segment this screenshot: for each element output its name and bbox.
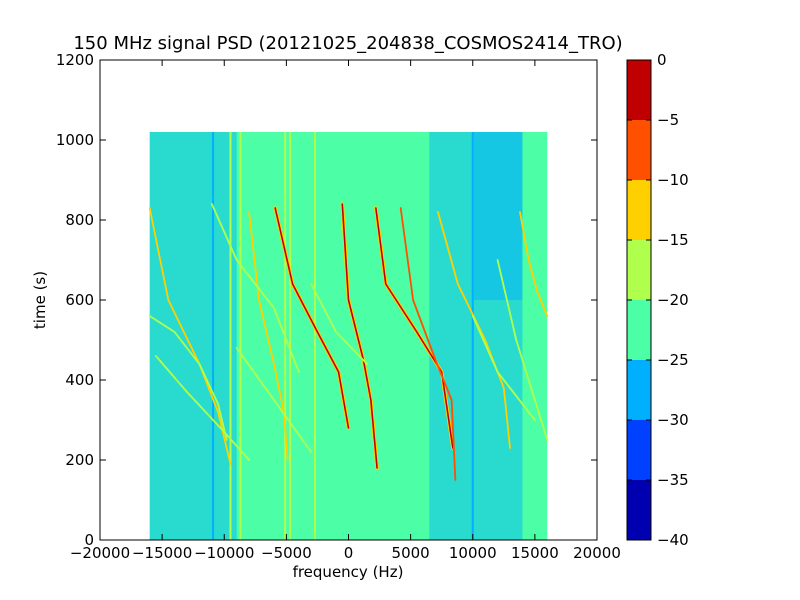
- colorbar-tick-label: −40: [657, 531, 689, 549]
- colorbar: −40 −35 −30 −25 −20 −15 −10 −5 0: [626, 51, 689, 549]
- y-tick-label: 200: [65, 451, 94, 469]
- y-tick-label: 1000: [56, 131, 94, 149]
- signal-track: [235, 347, 313, 453]
- signal-track: [155, 355, 251, 461]
- y-axis-ticks: 0 200 400 600 800 1000 1200: [56, 51, 597, 549]
- signal-track: [310, 283, 369, 365]
- colorbar-segment: [627, 240, 651, 300]
- signal-track: [399, 207, 457, 481]
- plot-area: −20000 −15000 −10000 −5000 0 5000 10000 15000 20…: [56, 51, 621, 562]
- colorbar-tick-label: −25: [657, 351, 689, 369]
- spectrogram-heatmap: [148, 132, 549, 540]
- signal-track: [148, 315, 228, 441]
- colorbar-tick-label: 0: [657, 51, 667, 69]
- colorbar-tick-label: −10: [657, 171, 689, 189]
- colorbar-tick-label: −15: [657, 231, 689, 249]
- y-tick-label: 800: [65, 211, 94, 229]
- noise-region: [472, 132, 523, 300]
- colorbar-tick-label: −35: [657, 471, 689, 489]
- signal-track: [274, 207, 350, 429]
- colorbar-tick-label: −5: [657, 111, 679, 129]
- x-tick-label: −15000: [132, 544, 192, 562]
- colorbar-tick-label: −20: [657, 291, 689, 309]
- colorbar-segment: [627, 360, 651, 420]
- x-tick-label: 10000: [449, 544, 497, 562]
- x-tick-label: 15000: [511, 544, 559, 562]
- signal-track: [375, 207, 454, 449]
- noise-region: [429, 132, 523, 540]
- x-tick-label: −5000: [261, 544, 312, 562]
- colorbar-segment: [627, 180, 651, 240]
- signal-track: [248, 211, 289, 461]
- signal-track: [471, 315, 536, 421]
- x-axis-label: frequency (Hz): [293, 563, 404, 581]
- signal-track: [519, 211, 549, 317]
- colorbar-segment: [627, 60, 651, 120]
- x-tick-label: 20000: [573, 544, 621, 562]
- y-axis-label: time (s): [31, 271, 49, 329]
- noise-region: [149, 132, 237, 540]
- signal-track: [496, 259, 549, 441]
- colorbar-segment: [627, 300, 651, 360]
- colorbar-segment: [627, 420, 651, 480]
- y-tick-label: 400: [65, 371, 94, 389]
- x-axis-ticks: −20000 −15000 −10000 −5000 0 5000 10000 15000 20…: [70, 60, 621, 562]
- chart-title: 150 MHz signal PSD (20121025_204838_COSM…: [73, 33, 622, 54]
- signal-track: [210, 203, 300, 373]
- colorbar-segment: [627, 120, 651, 180]
- x-tick-label: −20000: [70, 544, 130, 562]
- y-tick-label: 600: [65, 291, 94, 309]
- y-tick-label: 0: [84, 531, 94, 549]
- x-tick-label: 5000: [392, 544, 430, 562]
- signal-track: [437, 211, 511, 449]
- x-tick-label: −10000: [194, 544, 254, 562]
- colorbar-segment: [627, 480, 651, 540]
- colorbar-tick-label: −30: [657, 411, 689, 429]
- x-tick-label: 0: [344, 544, 354, 562]
- y-tick-label: 1200: [56, 51, 94, 69]
